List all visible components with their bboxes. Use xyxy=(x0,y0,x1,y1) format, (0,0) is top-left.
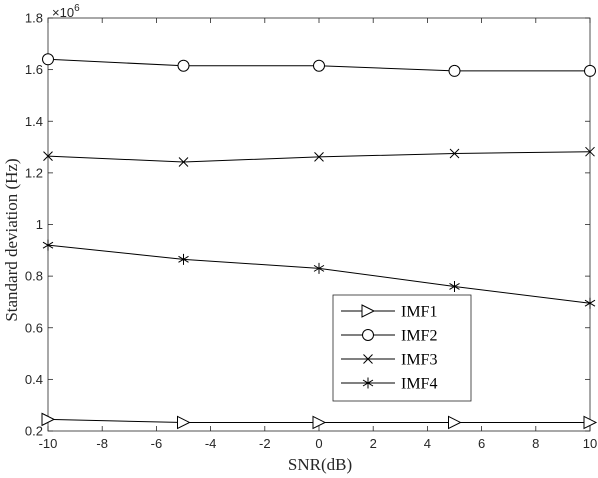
y-axis-title: Standard deviation (Hz) xyxy=(2,158,21,321)
legend-imf3-marker xyxy=(363,354,373,364)
series-imf3 xyxy=(43,146,595,167)
series-imf4-line xyxy=(47,244,591,304)
series-imf2-point xyxy=(448,64,461,77)
series-imf1 xyxy=(41,412,598,430)
y-exponent-label: ×106 xyxy=(52,3,80,20)
series-imf3-point xyxy=(449,148,460,159)
series-imf1-point xyxy=(583,415,598,430)
x-tick-label: 10 xyxy=(583,436,597,451)
x-tick-label: 6 xyxy=(478,436,485,451)
legend-imf2-marker xyxy=(362,329,374,341)
series-imf2-point xyxy=(42,53,54,66)
series-imf2-point xyxy=(584,64,596,77)
series-imf3-point xyxy=(585,146,595,157)
y-exponent-base: ×10 xyxy=(52,5,74,20)
y-exponent-power: 6 xyxy=(74,3,80,14)
legend-item-imf4: IMF4 xyxy=(341,376,437,393)
series-imf3-point xyxy=(314,152,324,162)
y-tick-label: 0.4 xyxy=(25,372,43,387)
legend-item-imf1: IMF1 xyxy=(341,304,437,321)
legend-imf4-marker xyxy=(362,377,374,389)
y-tick-label: 1.6 xyxy=(25,62,43,77)
x-tick-label: -6 xyxy=(151,436,163,451)
series-imf4-point xyxy=(449,280,460,292)
series-imf1-point xyxy=(177,415,191,430)
series-group xyxy=(41,53,598,430)
x-tick-label: 0 xyxy=(315,436,322,451)
y-tick-label: 1 xyxy=(36,217,43,232)
series-imf4-point xyxy=(178,253,189,265)
x-tick-label: 2 xyxy=(370,436,377,451)
x-tick-label: -4 xyxy=(205,436,217,451)
axes: -10 -8 -6 -4 -2 0 2 4 6 8 10 0.2 0.4 0.6 0.8 1 1.2 1.4 1.6… xyxy=(25,11,597,452)
x-tick-label: -10 xyxy=(39,436,58,451)
y-tick-label: 0.6 xyxy=(25,320,43,335)
series-imf2-point xyxy=(177,59,190,72)
series-imf3-point xyxy=(178,157,189,167)
series-imf1-point xyxy=(448,415,462,430)
legend-item-imf2: IMF2 xyxy=(341,328,437,345)
legend-item-imf3: IMF3 xyxy=(341,352,437,369)
x-axis-title: SNR(dB) xyxy=(288,455,352,474)
legend-imf1-marker xyxy=(361,304,376,318)
plot-frame xyxy=(47,17,591,432)
y-tick-label: 1.4 xyxy=(25,114,43,129)
y-tick-label: 0.2 xyxy=(25,424,43,439)
series-imf1-point xyxy=(41,412,56,427)
y-tick-label: 1.2 xyxy=(25,165,43,180)
series-imf4-point xyxy=(584,297,596,309)
series-imf2 xyxy=(42,53,596,77)
x-tick-label: -2 xyxy=(259,436,271,451)
x-tick-label: -8 xyxy=(96,436,108,451)
x-tick-label: 4 xyxy=(424,436,431,451)
x-tick-label: 8 xyxy=(532,436,539,451)
y-tick-label: 1.8 xyxy=(25,11,43,26)
legend-imf1-label: IMF1 xyxy=(401,304,437,321)
legend-imf4-label: IMF4 xyxy=(401,376,437,393)
series-imf2-point xyxy=(313,59,325,72)
legend-imf2-label: IMF2 xyxy=(401,328,437,345)
legend: IMF1 IMF2 IMF3 IMF4 xyxy=(332,294,472,402)
series-imf4-point xyxy=(42,239,54,251)
series-imf4 xyxy=(42,239,596,309)
series-imf1-point xyxy=(312,415,327,430)
series-imf4-point xyxy=(313,262,325,274)
series-imf3-point xyxy=(43,151,53,161)
y-tick-label: 0.8 xyxy=(25,269,43,284)
legend-imf3-label: IMF3 xyxy=(401,352,437,369)
